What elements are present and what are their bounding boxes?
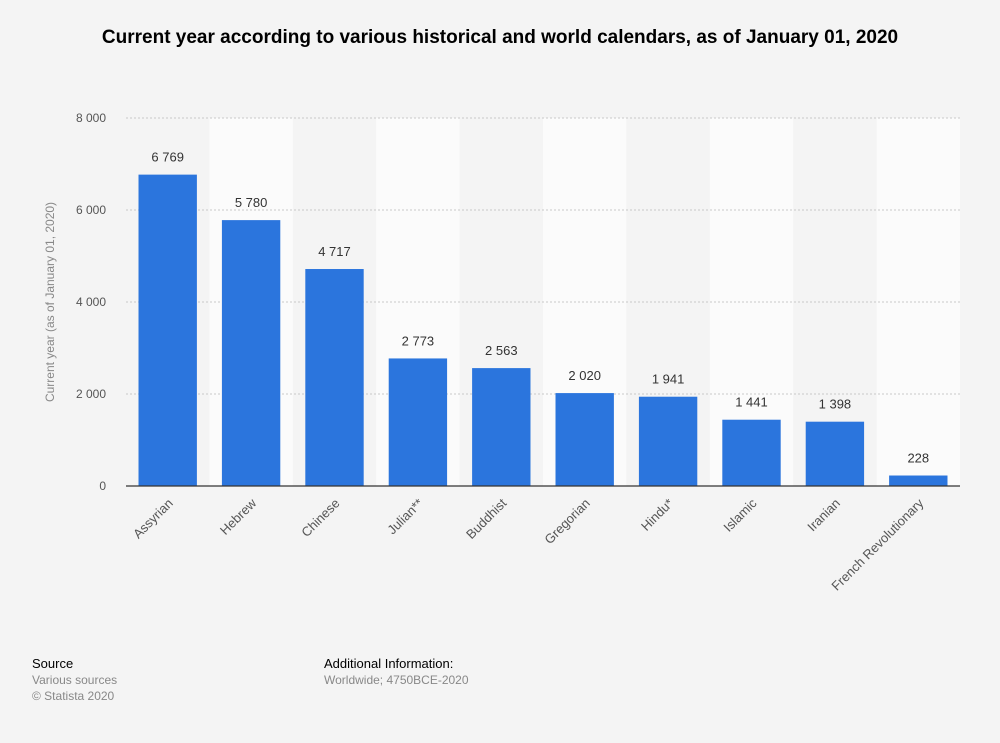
y-tick-label: 6 000: [76, 203, 106, 217]
data-label: 2 563: [485, 343, 518, 358]
bar: [305, 269, 364, 486]
bar: [889, 475, 948, 486]
data-label: 1 441: [735, 395, 768, 410]
source-heading: Source: [32, 656, 74, 671]
x-tick-label: Hebrew: [217, 495, 260, 538]
data-label: 2 020: [568, 368, 601, 383]
source-line: Various sources: [32, 673, 118, 687]
bar: [472, 368, 531, 486]
additional-info-heading: Additional Information:: [324, 656, 454, 671]
x-tick-label: Islamic: [720, 495, 760, 535]
y-tick-label: 4 000: [76, 295, 106, 309]
data-label: 1 398: [819, 397, 852, 412]
y-tick-label: 0: [99, 479, 106, 493]
chart-title: Current year according to various histor…: [101, 27, 899, 48]
x-tick-label: Julian**: [384, 496, 426, 538]
data-label: 5 780: [235, 195, 268, 210]
bar: [638, 396, 698, 486]
x-tick-label: Iranian: [804, 496, 843, 535]
y-axis-title: Current year (as of January 01, 2020): [43, 202, 57, 402]
bar: [805, 421, 865, 486]
x-tick-label: French Revolutionary: [828, 495, 926, 593]
additional-info-line: Worldwide; 4750BCE-2020: [324, 673, 469, 687]
x-tick-label: Assyrian: [130, 496, 176, 542]
data-label: 2 773: [402, 333, 435, 348]
data-label: 228: [907, 451, 929, 466]
x-tick-label: Gregorian: [541, 496, 592, 547]
y-tick-label: 8 000: [76, 111, 106, 125]
y-tick-label: 2 000: [76, 387, 106, 401]
bar: [138, 174, 197, 486]
data-label: 6 769: [151, 150, 184, 165]
source-block: Source Various sources © Statista 2020: [32, 656, 117, 704]
bar: [722, 419, 781, 486]
copyright: © Statista 2020: [32, 689, 115, 703]
x-tick-label: Chinese: [298, 496, 342, 540]
bar: [388, 358, 448, 486]
additional-info-block: Additional Information: Worldwide; 4750B…: [324, 656, 469, 688]
data-label: 1 941: [652, 372, 685, 387]
bar: [221, 220, 281, 486]
data-label: 4 717: [318, 244, 351, 259]
x-tick-label: Hindu*: [638, 496, 676, 534]
bar: [555, 393, 614, 486]
x-tick-label: Buddhist: [463, 495, 510, 542]
